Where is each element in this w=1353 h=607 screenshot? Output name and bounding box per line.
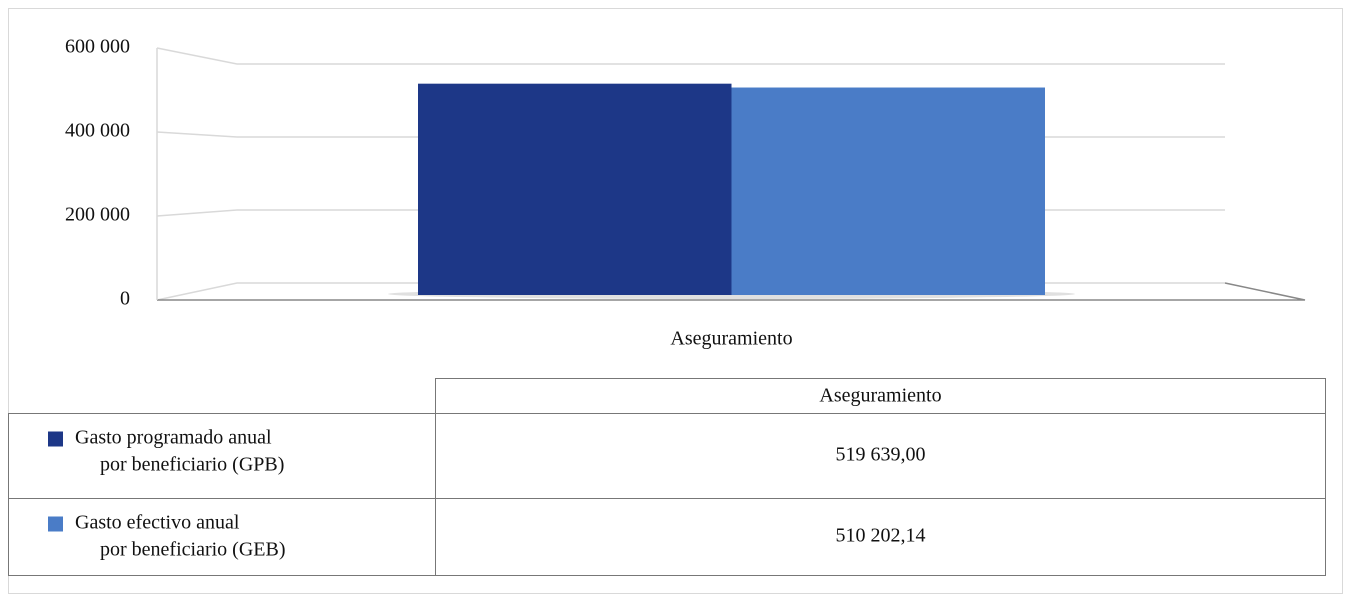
floor <box>157 282 1306 301</box>
legend-label-line: Gasto programado anual <box>75 426 272 448</box>
y-tick-label: 600 000 <box>65 36 130 58</box>
table-value: 519 639,00 <box>836 444 926 466</box>
legend-swatch <box>48 431 63 447</box>
table-value-cell <box>435 498 1326 576</box>
legend-label-line: Gasto efectivo anual <box>75 511 240 533</box>
legend-swatch <box>48 516 63 532</box>
bar <box>731 87 1045 296</box>
legend-label: Gasto programado anual por beneficiario (… <box>75 426 284 475</box>
y-tick-label: 400 000 <box>65 120 130 142</box>
table-value: 510 202,14 <box>836 525 926 547</box>
legend-label-line: por beneficiario (GEB) <box>100 538 285 560</box>
table-header: Aseguramiento <box>819 385 941 407</box>
x-tick-label: Aseguramiento <box>670 328 792 350</box>
legend-label: Gasto efectivo anual por beneficiario (GE… <box>75 511 285 560</box>
grid-line <box>156 47 1225 65</box>
legend-label-line: por beneficiario (GPB) <box>100 453 284 475</box>
y-tick-label: 0 <box>120 288 130 310</box>
y-tick-label: 200 000 <box>65 204 130 226</box>
bar <box>418 83 732 295</box>
